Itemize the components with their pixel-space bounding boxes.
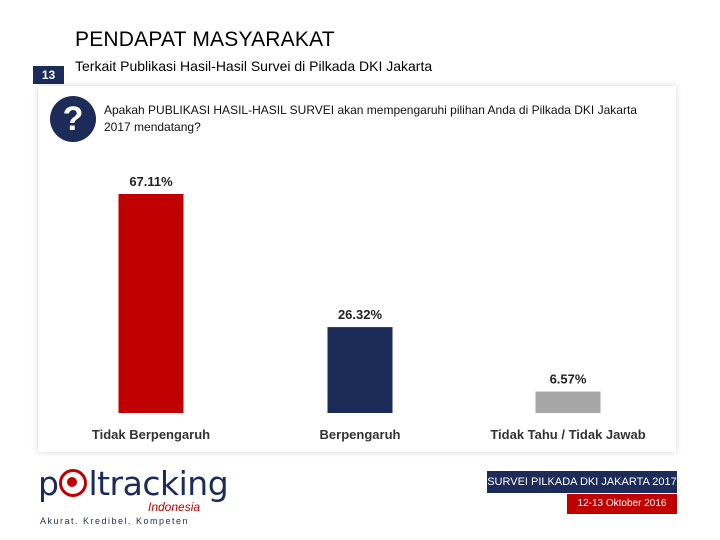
bar-0 xyxy=(118,194,184,413)
category-label: Tidak Tahu / Tidak Jawab xyxy=(490,427,645,442)
bar-1 xyxy=(327,327,393,413)
survey-question: Apakah PUBLIKASI HASIL-HASIL SURVEI akan… xyxy=(104,103,637,134)
bar-value-label: 6.57% xyxy=(550,372,587,387)
page-title: PENDAPAT MASYARAKAT xyxy=(75,28,335,51)
slide-number-badge: 13 xyxy=(33,66,64,84)
survey-label: SURVEI PILKADA DKI JAKARTA 2017 xyxy=(487,471,677,493)
category-label: Berpengaruh xyxy=(320,427,401,442)
bar-2 xyxy=(535,391,601,413)
poltracking-logo: p ltracking Indonesia Akurat. Kredibel. K… xyxy=(38,464,238,530)
category-label: Tidak Berpengaruh xyxy=(92,427,210,442)
page-subtitle: Terkait Publikasi Hasil-Hasil Survei di … xyxy=(75,58,433,74)
bar-value-label: 26.32% xyxy=(338,307,383,322)
logo-o-icon xyxy=(59,469,88,497)
bar-value-label: 67.11% xyxy=(129,174,173,189)
logo-wordmark: p ltracking xyxy=(38,464,229,503)
logo-subtext: Indonesia xyxy=(148,500,201,514)
question-mark-icon: ? xyxy=(50,96,96,142)
logo-tagline: Akurat. Kredibel. Kompeten xyxy=(40,516,190,526)
survey-date: 12-13 Oktober 2016 xyxy=(567,494,677,514)
